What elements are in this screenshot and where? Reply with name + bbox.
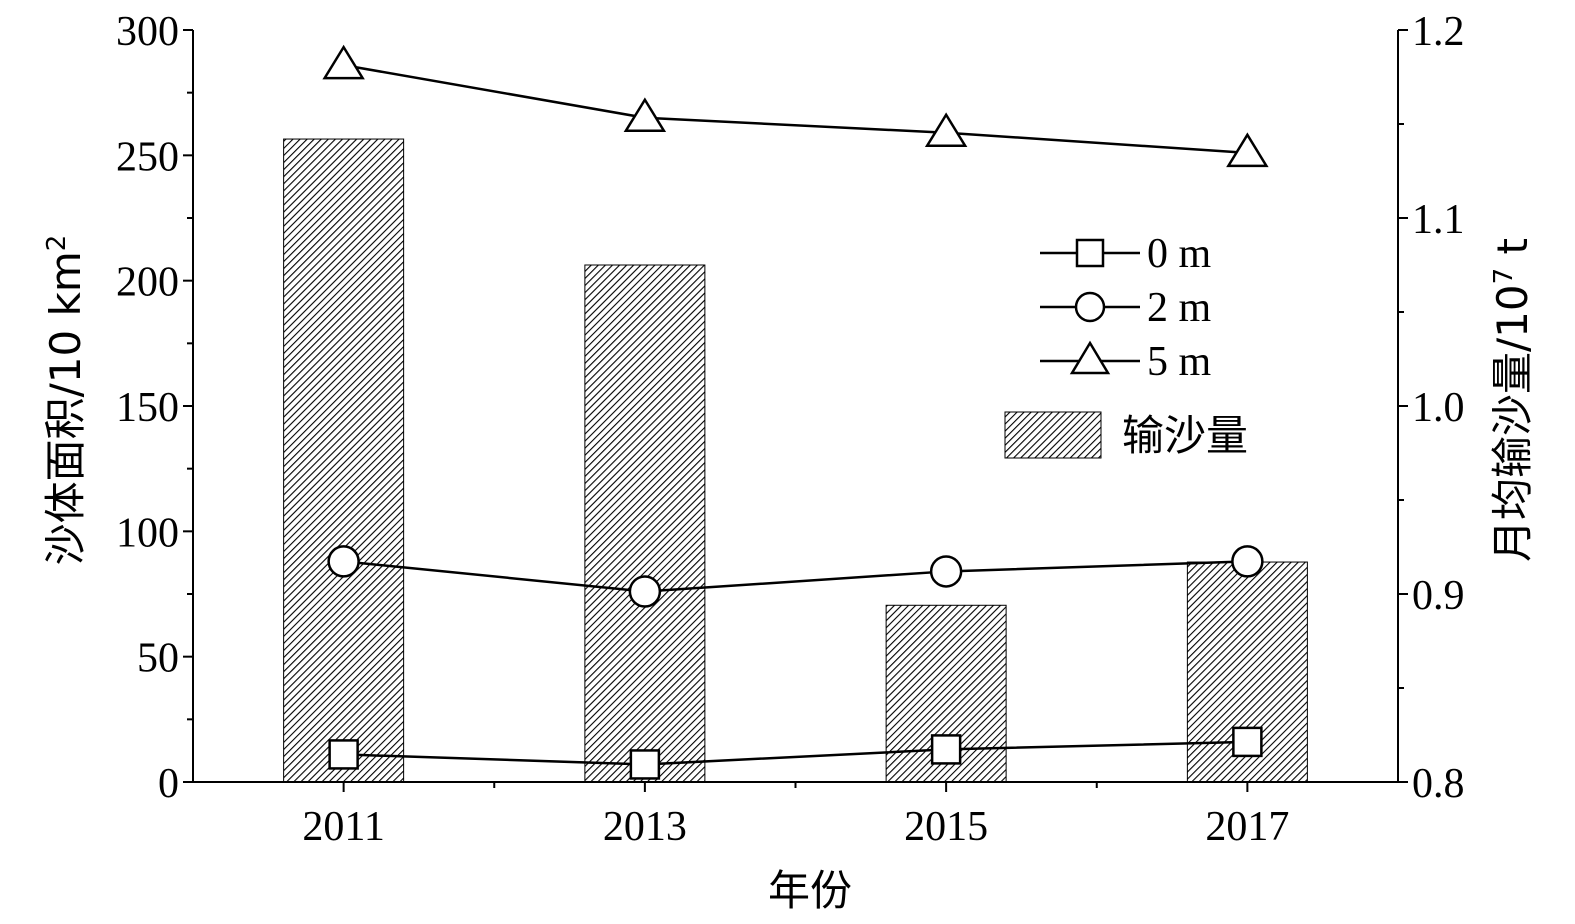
point-0m-2011: [328, 739, 359, 770]
point-0m-2015: [930, 734, 962, 765]
left-y-axis-title-superscript: 2: [42, 235, 72, 252]
right-y-axis-title-superscript: 7: [1489, 268, 1519, 285]
legend-label-0m: 0 m: [1147, 231, 1212, 277]
bar-2013: [584, 264, 706, 783]
axes-layer: 0 50 100 150 200 250 300 0.8 0.9 1.0 1.1 1.2 2011 201…: [116, 9, 1465, 850]
legend-entry-bar: 输沙量: [1004, 411, 1248, 460]
left-y-tick-label: 50: [137, 636, 179, 682]
x-tick-label: 2011: [302, 804, 384, 850]
point-5m-2015: [924, 112, 968, 148]
legend-entry-2m: 2 m: [1040, 285, 1212, 331]
point-5m-2017: [1226, 132, 1269, 168]
series-line-1: [343, 560, 1248, 593]
point-2m-2013: [628, 575, 662, 608]
left-y-tick-label: 300: [116, 9, 179, 55]
x-axis-title: 年份: [768, 866, 852, 915]
right-y-tick-label: 0.8: [1412, 761, 1465, 807]
right-y-axis-title: 月均输沙量/107 t: [1488, 238, 1537, 562]
left-y-tick-label: 100: [116, 510, 179, 556]
legend-triangle-marker: [1069, 340, 1111, 375]
point-5m-2013: [623, 97, 667, 132]
right-y-tick-label: 0.9: [1412, 573, 1465, 619]
legend-entry-0m: 0 m: [1040, 231, 1212, 277]
point-0m-2013: [629, 749, 661, 780]
right-y-tick-label: 1.2: [1412, 9, 1465, 55]
left-y-tick-label: 200: [116, 260, 179, 306]
legend-square-marker: [1075, 238, 1105, 268]
right-y-axis-title-unit: t: [1488, 238, 1537, 268]
right-y-axis-title-main: 月均输沙量/10: [1488, 284, 1537, 562]
legend-label-2m: 2 m: [1147, 285, 1212, 331]
legend-bar-swatch: [1004, 411, 1102, 459]
bar-series-layer: [283, 138, 1308, 783]
left-y-tick-label: 250: [116, 134, 179, 180]
x-tick-label: 2017: [1205, 804, 1289, 850]
x-tick-label: 2015: [904, 804, 988, 850]
point-2m-2017: [1231, 545, 1264, 578]
legend-label-bar: 输沙量: [1122, 411, 1248, 460]
series-line-2: [343, 63, 1248, 155]
point-0m-2017: [1232, 726, 1263, 758]
right-y-tick-label: 1.0: [1412, 385, 1465, 431]
left-y-tick-label: 0: [158, 761, 179, 807]
point-2m-2011: [327, 545, 360, 578]
legend: 0 m 2 m 5 m 输沙量: [1004, 231, 1248, 460]
left-y-axis-title: 沙体面积/10 km2: [41, 235, 90, 566]
right-y-tick-label: 1.1: [1412, 197, 1465, 243]
line-series-layer: [322, 44, 1269, 780]
legend-label-5m: 5 m: [1147, 339, 1212, 385]
bar-2011: [283, 138, 405, 783]
point-2m-2015: [929, 555, 963, 588]
point-5m-2011: [322, 44, 365, 80]
series-line-0: [343, 740, 1248, 766]
x-tick-label: 2013: [603, 804, 687, 850]
left-y-axis-title-main: 沙体面积/10 km: [41, 251, 90, 565]
legend-entry-5m: 5 m: [1040, 339, 1212, 385]
legend-circle-marker: [1074, 291, 1106, 323]
left-y-tick-label: 150: [116, 385, 179, 431]
